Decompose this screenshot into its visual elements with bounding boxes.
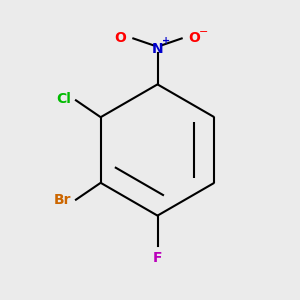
Text: F: F (153, 251, 162, 265)
Text: O: O (114, 31, 126, 45)
Text: +: + (162, 36, 170, 46)
Text: Br: Br (54, 193, 71, 207)
Text: −: − (198, 27, 208, 37)
Text: N: N (152, 42, 163, 56)
Text: Cl: Cl (57, 92, 71, 106)
Text: O: O (188, 31, 200, 45)
